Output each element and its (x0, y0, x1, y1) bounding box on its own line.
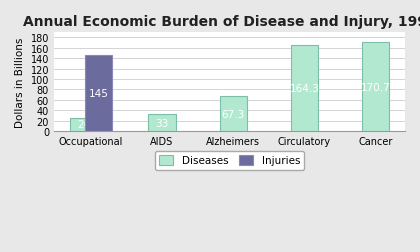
Bar (85, 56, 112, 132)
Text: 170.7: 170.7 (361, 82, 391, 92)
Legend: Diseases, Injuries: Diseases, Injuries (155, 151, 304, 170)
Text: 145: 145 (88, 89, 108, 99)
Bar (362, 43, 389, 132)
Title: Annual Economic Burden of Disease and Injury, 1992: Annual Economic Burden of Disease and In… (23, 15, 420, 29)
Text: 33: 33 (155, 118, 169, 128)
Text: 26: 26 (77, 120, 90, 130)
Bar (54, 132, 405, 134)
Y-axis label: Dollars in Billions: Dollars in Billions (15, 37, 25, 127)
Text: 67.3: 67.3 (222, 109, 245, 119)
Bar (149, 114, 176, 132)
Bar (220, 97, 247, 132)
Bar (70, 118, 97, 132)
Text: 164.3: 164.3 (289, 84, 319, 94)
Bar (291, 46, 318, 132)
